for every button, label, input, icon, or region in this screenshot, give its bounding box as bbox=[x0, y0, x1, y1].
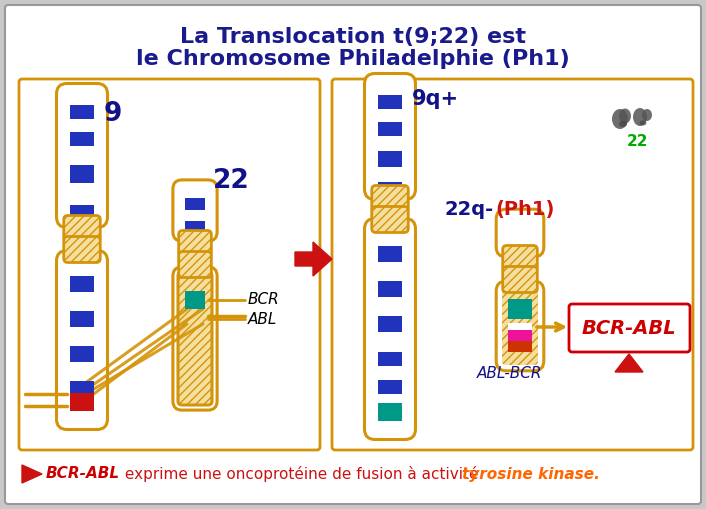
Text: le Chromosome Philadelphie (Ph1): le Chromosome Philadelphie (Ph1) bbox=[136, 49, 570, 69]
FancyBboxPatch shape bbox=[372, 207, 408, 233]
Text: 9q+: 9q+ bbox=[412, 89, 459, 109]
Bar bbox=[70, 346, 94, 362]
Bar bbox=[70, 311, 94, 327]
Bar bbox=[378, 184, 402, 200]
Bar bbox=[508, 341, 532, 352]
Bar bbox=[70, 165, 94, 183]
Text: ABL: ABL bbox=[248, 312, 277, 326]
FancyBboxPatch shape bbox=[64, 215, 100, 241]
Text: 22q-: 22q- bbox=[445, 200, 494, 218]
Bar bbox=[378, 151, 402, 167]
Bar bbox=[378, 214, 402, 230]
Bar bbox=[378, 281, 402, 297]
FancyBboxPatch shape bbox=[496, 209, 544, 257]
Bar bbox=[378, 182, 402, 196]
Text: BCR: BCR bbox=[248, 293, 280, 307]
Bar bbox=[70, 276, 94, 292]
Bar bbox=[70, 205, 94, 223]
Bar bbox=[70, 393, 94, 411]
Bar bbox=[508, 330, 532, 341]
FancyBboxPatch shape bbox=[364, 218, 416, 439]
Bar bbox=[185, 291, 205, 309]
Bar bbox=[70, 105, 94, 119]
Bar bbox=[378, 95, 402, 109]
Text: BCR-ABL: BCR-ABL bbox=[46, 467, 120, 482]
FancyBboxPatch shape bbox=[179, 231, 211, 257]
FancyBboxPatch shape bbox=[5, 5, 701, 504]
Bar bbox=[70, 381, 94, 397]
Ellipse shape bbox=[612, 109, 628, 129]
Text: ABL-BCR: ABL-BCR bbox=[477, 365, 543, 381]
Text: exprime une oncoprotéine de fusion à activité: exprime une oncoprotéine de fusion à act… bbox=[120, 466, 484, 482]
FancyBboxPatch shape bbox=[173, 267, 217, 410]
Text: 9: 9 bbox=[104, 101, 122, 127]
Text: 22: 22 bbox=[213, 168, 250, 194]
Text: tyrosine kinase.: tyrosine kinase. bbox=[462, 467, 600, 482]
Bar bbox=[185, 221, 205, 233]
Bar bbox=[508, 299, 532, 319]
Ellipse shape bbox=[642, 109, 652, 121]
FancyBboxPatch shape bbox=[179, 251, 211, 277]
FancyBboxPatch shape bbox=[569, 304, 690, 352]
Bar bbox=[378, 316, 402, 332]
Polygon shape bbox=[22, 465, 42, 483]
FancyBboxPatch shape bbox=[173, 180, 217, 241]
Ellipse shape bbox=[619, 108, 631, 124]
FancyBboxPatch shape bbox=[178, 272, 212, 405]
FancyBboxPatch shape bbox=[503, 245, 537, 271]
Bar bbox=[378, 352, 402, 366]
FancyBboxPatch shape bbox=[502, 287, 538, 365]
FancyBboxPatch shape bbox=[364, 73, 416, 200]
Bar bbox=[185, 243, 205, 255]
Ellipse shape bbox=[640, 121, 647, 126]
FancyBboxPatch shape bbox=[19, 79, 320, 450]
Bar bbox=[378, 380, 402, 394]
Bar bbox=[508, 323, 532, 331]
Bar bbox=[378, 246, 402, 262]
Bar bbox=[378, 151, 402, 167]
Polygon shape bbox=[615, 354, 643, 372]
Text: BCR-ABL: BCR-ABL bbox=[582, 319, 676, 337]
FancyBboxPatch shape bbox=[372, 185, 408, 212]
Ellipse shape bbox=[619, 121, 627, 127]
Bar bbox=[378, 403, 402, 421]
FancyBboxPatch shape bbox=[503, 267, 537, 293]
Bar bbox=[70, 245, 94, 263]
Ellipse shape bbox=[633, 108, 647, 126]
Text: La Translocation t(9;22) est: La Translocation t(9;22) est bbox=[180, 27, 526, 47]
FancyBboxPatch shape bbox=[496, 281, 544, 371]
Bar bbox=[70, 132, 94, 146]
Bar bbox=[378, 122, 402, 136]
FancyBboxPatch shape bbox=[56, 83, 107, 228]
Polygon shape bbox=[295, 242, 332, 276]
Text: (Ph1): (Ph1) bbox=[495, 200, 554, 218]
FancyBboxPatch shape bbox=[64, 237, 100, 263]
Bar bbox=[185, 198, 205, 210]
FancyBboxPatch shape bbox=[56, 250, 107, 430]
FancyBboxPatch shape bbox=[332, 79, 693, 450]
Text: 22: 22 bbox=[627, 133, 649, 149]
